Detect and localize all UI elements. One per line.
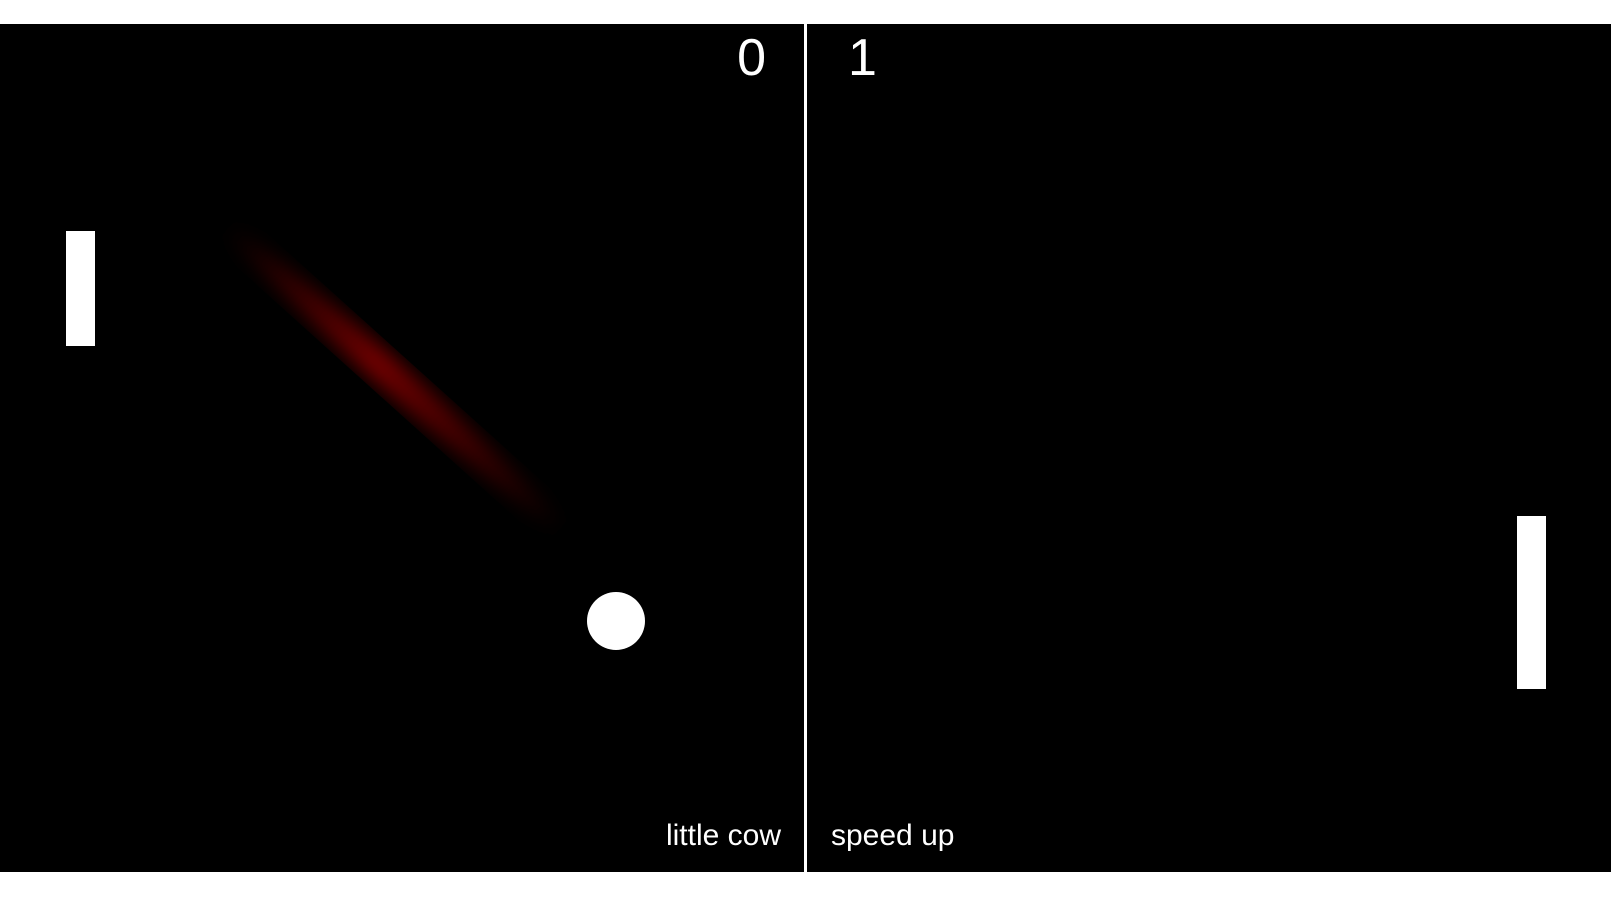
game-canvas[interactable]: 0 1 little cow speed up xyxy=(0,24,1611,872)
ball-trail xyxy=(223,224,567,534)
ball xyxy=(587,592,645,650)
center-net xyxy=(804,24,807,872)
right-score: 1 xyxy=(848,29,877,87)
left-player-name: little cow xyxy=(665,819,781,852)
right-player-name: speed up xyxy=(831,819,955,852)
left-score: 0 xyxy=(737,29,766,87)
right-paddle[interactable] xyxy=(1517,516,1546,689)
left-paddle[interactable] xyxy=(66,231,95,346)
